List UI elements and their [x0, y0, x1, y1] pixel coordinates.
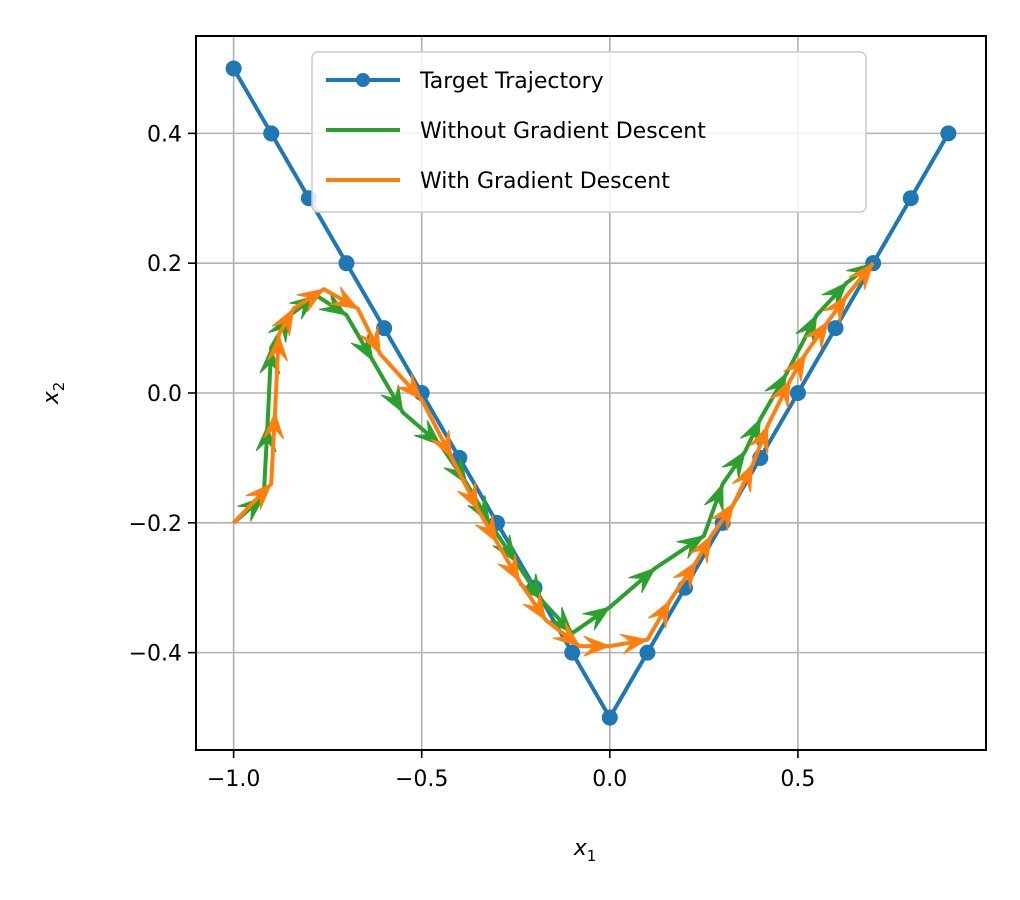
arrow-marker — [430, 430, 453, 460]
arrow-marker — [552, 622, 581, 647]
series-with-gradient-descent — [232, 261, 875, 657]
legend-entry-with-gd: With Gradient Descent — [326, 169, 670, 194]
arrow-marker — [769, 378, 792, 408]
arrow-marker — [271, 307, 295, 337]
arrow-marker — [823, 294, 848, 323]
y-axis-label-subscript: 2 — [50, 382, 68, 392]
x-tick-label: 0.5 — [780, 767, 815, 792]
x-axis-label-subscript: 1 — [587, 847, 597, 865]
y-axis-label-main: x — [39, 390, 64, 405]
data-point — [940, 125, 957, 142]
arrow-marker — [474, 514, 498, 544]
arrow-marker — [457, 481, 479, 512]
legend-marker-target — [356, 73, 370, 87]
y-tick-label: 0.2 — [147, 252, 182, 277]
arrow-marker — [582, 606, 611, 631]
y-tick-label: 0.4 — [147, 122, 182, 147]
arrow-marker — [296, 288, 326, 312]
arrow-marker — [522, 592, 547, 622]
x-tick-label: −0.5 — [395, 767, 448, 792]
x-tick-label: 0.0 — [592, 767, 627, 792]
arrow-marker — [704, 482, 724, 512]
data-point — [639, 644, 656, 661]
arrow-marker — [628, 567, 657, 594]
data-point — [263, 125, 280, 142]
series-target-trajectory — [225, 60, 957, 726]
series-line-with-gradient-descent — [232, 261, 875, 649]
arrow-marker — [619, 633, 649, 655]
data-point — [564, 644, 581, 661]
legend: Target Trajectory Without Gradient Desce… — [311, 51, 867, 213]
y-tick-label: 0.0 — [147, 382, 182, 407]
arrow-marker — [647, 599, 671, 629]
data-point — [789, 385, 806, 401]
arrow-marker — [583, 635, 612, 657]
data-point — [338, 255, 355, 272]
series-layer — [225, 60, 957, 726]
data-point — [902, 190, 919, 207]
arrow-marker — [330, 286, 360, 310]
arrow-marker — [497, 553, 521, 583]
legend-label-without-gd: Without Gradient Descent — [420, 119, 706, 144]
arrow-marker — [732, 463, 754, 493]
x-axis-label: x1 — [573, 836, 597, 865]
arrow-marker — [237, 495, 265, 522]
y-tick-label: −0.4 — [129, 642, 182, 667]
data-point — [827, 320, 844, 337]
arrow-marker — [673, 560, 698, 590]
y-tick-label: −0.2 — [129, 512, 182, 537]
arrow-marker — [267, 333, 288, 362]
arrow-marker — [804, 320, 829, 349]
arrow-marker — [245, 482, 273, 510]
arrow-marker — [689, 534, 713, 564]
legend-label-target: Target Trajectory — [419, 69, 604, 94]
arrow-marker — [359, 326, 381, 356]
arrow-marker — [396, 373, 423, 401]
data-point — [376, 320, 393, 337]
arrow-marker — [783, 352, 807, 382]
legend-box — [311, 51, 867, 213]
arrow-marker — [710, 502, 735, 531]
legend-entry-target: Target Trajectory — [326, 69, 604, 94]
arrow-marker — [748, 424, 769, 454]
legend-label-with-gd: With Gradient Descent — [420, 169, 670, 194]
arrow-marker — [721, 450, 746, 479]
arrow-marker — [414, 420, 442, 446]
x-tick-label: −1.0 — [207, 767, 260, 792]
arrow-marker — [380, 384, 404, 414]
y-axis-label: x2 — [39, 382, 68, 406]
series-line-target-trajectory — [231, 67, 951, 720]
legend-entry-without-gd: Without Gradient Descent — [326, 119, 706, 144]
ticks: −1.0 −0.5 0.0 0.5 −0.4 −0.2 0.0 0.2 0.4 — [129, 122, 816, 792]
data-point — [601, 709, 618, 726]
data-point — [225, 60, 242, 77]
arrow-marker — [263, 411, 285, 440]
arrow-marker — [848, 262, 874, 290]
x-axis-label-main: x — [573, 836, 588, 861]
